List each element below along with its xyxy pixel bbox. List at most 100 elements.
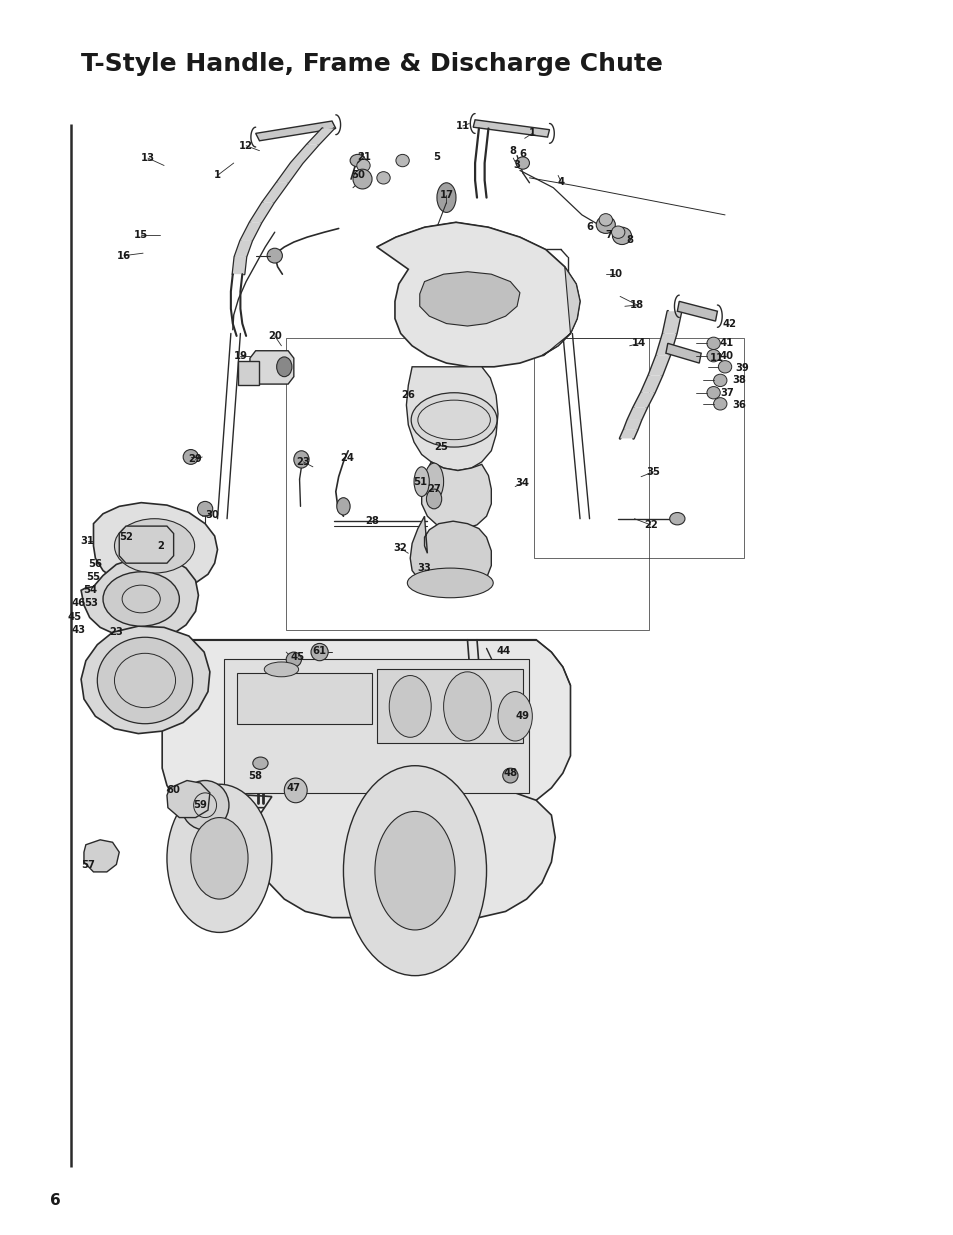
Ellipse shape: [343, 766, 486, 976]
Ellipse shape: [114, 519, 194, 573]
Ellipse shape: [718, 361, 731, 373]
Text: 11: 11: [710, 353, 723, 363]
Ellipse shape: [183, 450, 198, 464]
Text: 17: 17: [439, 190, 453, 200]
Polygon shape: [419, 272, 519, 326]
Ellipse shape: [311, 643, 328, 661]
Ellipse shape: [181, 781, 229, 830]
Text: 57: 57: [81, 860, 94, 869]
Text: 27: 27: [427, 484, 440, 494]
Polygon shape: [623, 420, 640, 430]
Text: 10: 10: [608, 269, 621, 279]
Polygon shape: [262, 183, 288, 203]
Ellipse shape: [165, 508, 178, 520]
Polygon shape: [648, 356, 669, 375]
Text: 45: 45: [291, 652, 304, 662]
Ellipse shape: [97, 637, 193, 724]
Text: 39: 39: [735, 363, 748, 373]
Polygon shape: [234, 241, 252, 257]
Polygon shape: [224, 659, 529, 793]
Ellipse shape: [407, 568, 493, 598]
Text: 35: 35: [646, 467, 659, 477]
Text: 52: 52: [119, 532, 132, 542]
Polygon shape: [640, 375, 661, 393]
Text: 16: 16: [117, 251, 131, 261]
Ellipse shape: [414, 467, 429, 496]
Text: 2: 2: [156, 541, 164, 551]
Ellipse shape: [411, 393, 497, 447]
Polygon shape: [665, 343, 700, 363]
Ellipse shape: [356, 159, 370, 172]
Text: 40: 40: [720, 351, 733, 361]
Text: 4: 4: [557, 177, 564, 186]
Text: 54: 54: [84, 585, 97, 595]
Text: 3: 3: [513, 161, 520, 170]
Polygon shape: [240, 222, 261, 241]
Text: 60: 60: [167, 785, 180, 795]
Polygon shape: [255, 121, 335, 141]
Polygon shape: [250, 351, 294, 384]
Text: 1: 1: [528, 128, 536, 138]
Text: 45: 45: [68, 613, 81, 622]
Ellipse shape: [706, 387, 720, 399]
Polygon shape: [167, 781, 210, 818]
Text: 49: 49: [516, 711, 529, 721]
Ellipse shape: [267, 248, 282, 263]
Text: 5: 5: [433, 152, 440, 162]
Ellipse shape: [669, 513, 684, 525]
Polygon shape: [619, 430, 637, 438]
Ellipse shape: [502, 768, 517, 783]
Text: 12: 12: [239, 141, 253, 151]
Ellipse shape: [612, 227, 631, 245]
Text: 18: 18: [630, 300, 643, 310]
Text: 22: 22: [643, 520, 657, 530]
Ellipse shape: [286, 652, 301, 667]
Ellipse shape: [353, 169, 372, 189]
Text: 1: 1: [213, 170, 221, 180]
Polygon shape: [162, 640, 570, 808]
Text: 32: 32: [394, 543, 407, 553]
Text: 55: 55: [87, 572, 100, 582]
Text: 19: 19: [233, 351, 247, 361]
Text: 21: 21: [357, 152, 371, 162]
Text: 7: 7: [604, 230, 612, 240]
Ellipse shape: [284, 778, 307, 803]
Ellipse shape: [395, 154, 409, 167]
Polygon shape: [167, 790, 555, 918]
Ellipse shape: [197, 501, 213, 516]
Ellipse shape: [426, 489, 441, 509]
Text: 53: 53: [84, 598, 97, 608]
Ellipse shape: [336, 498, 350, 515]
Text: 58: 58: [249, 771, 262, 781]
Polygon shape: [662, 311, 680, 333]
Ellipse shape: [516, 157, 529, 169]
Ellipse shape: [350, 154, 365, 167]
Text: 14: 14: [632, 338, 645, 348]
Text: 13: 13: [141, 153, 154, 163]
Polygon shape: [406, 367, 497, 471]
Text: 6: 6: [585, 222, 593, 232]
Text: 6: 6: [50, 1193, 60, 1208]
Ellipse shape: [375, 811, 455, 930]
Polygon shape: [236, 673, 372, 724]
Text: 37: 37: [720, 388, 733, 398]
Polygon shape: [627, 408, 646, 420]
Text: 24: 24: [340, 453, 354, 463]
Ellipse shape: [264, 662, 298, 677]
Ellipse shape: [713, 374, 726, 387]
Text: 42: 42: [722, 319, 736, 329]
Ellipse shape: [713, 398, 726, 410]
Ellipse shape: [611, 226, 624, 238]
Polygon shape: [84, 840, 119, 872]
Text: 28: 28: [365, 516, 378, 526]
Text: 11: 11: [456, 121, 469, 131]
Text: 34: 34: [516, 478, 529, 488]
Text: 6: 6: [518, 149, 526, 159]
Ellipse shape: [103, 572, 179, 626]
Ellipse shape: [294, 451, 309, 468]
Polygon shape: [410, 516, 491, 590]
Text: 26: 26: [401, 390, 415, 400]
Ellipse shape: [389, 676, 431, 737]
Text: 15: 15: [134, 230, 148, 240]
Polygon shape: [307, 128, 334, 144]
